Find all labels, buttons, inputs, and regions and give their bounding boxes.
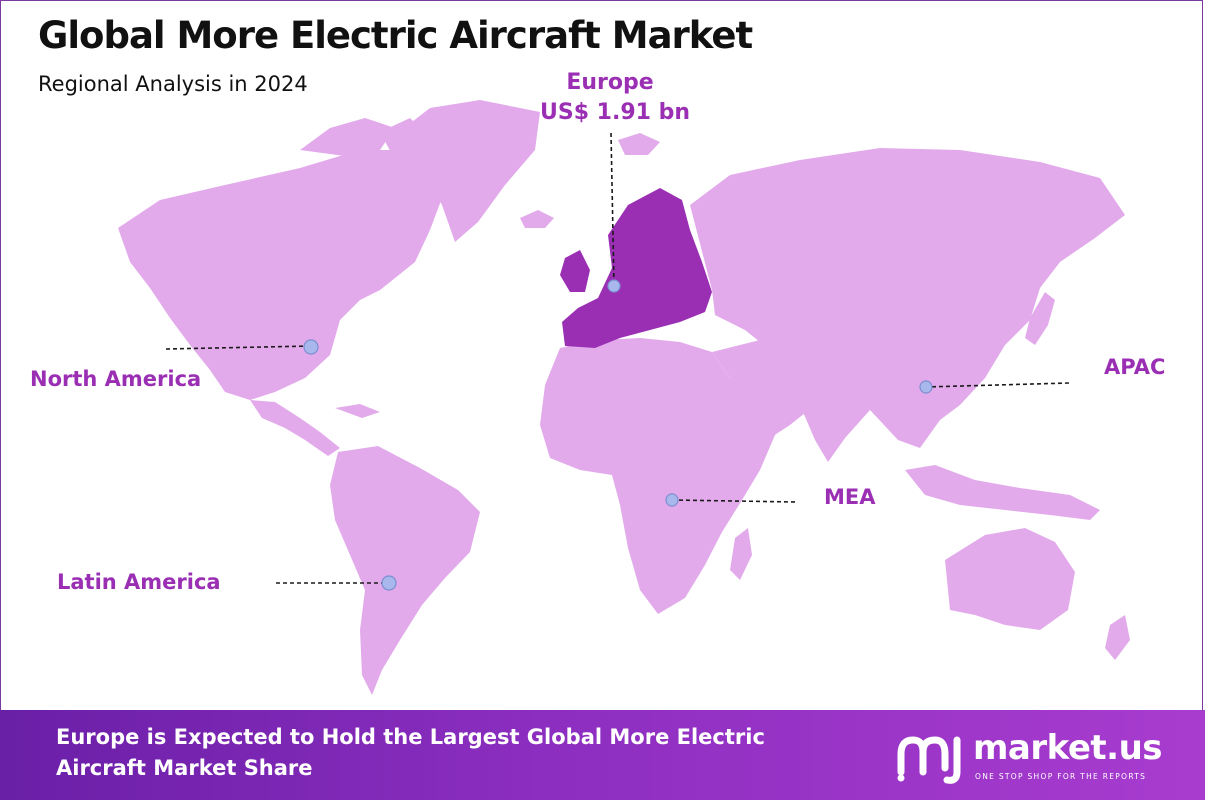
brand-name: market.us xyxy=(973,728,1163,768)
apac-marker xyxy=(919,380,933,394)
new-zealand xyxy=(1105,615,1130,660)
south-america-landmass xyxy=(330,446,480,695)
caribbean xyxy=(335,404,380,418)
mea-label: MEA xyxy=(824,485,876,509)
land-masses xyxy=(118,100,1130,695)
latin-america-label: Latin America xyxy=(57,570,221,594)
north-america-marker xyxy=(303,339,319,355)
asia-landmass xyxy=(690,148,1125,462)
europe-leader-line xyxy=(610,132,615,287)
europe-callout: Europe US$ 1.91 bn xyxy=(540,68,691,128)
iceland xyxy=(520,210,554,228)
madagascar xyxy=(730,528,752,580)
southeast-asia-islands xyxy=(905,465,1100,520)
uk-ireland xyxy=(560,250,590,292)
world-map xyxy=(118,100,1130,695)
footer-headline: Europe is Expected to Hold the Largest G… xyxy=(56,725,765,780)
leader-lines xyxy=(165,132,1070,591)
brand-tagline: ONE STOP SHOP FOR THE REPORTS xyxy=(975,772,1147,781)
north-america-leader-line xyxy=(165,345,312,350)
europe-label: Europe xyxy=(566,70,654,95)
europe-landmass xyxy=(562,188,712,348)
page-title: Global More Electric Aircraft Market xyxy=(38,14,753,57)
europe-value: US$ 1.91 bn xyxy=(540,100,691,125)
europe-region xyxy=(560,188,712,348)
footer-banner: Europe is Expected to Hold the Largest G… xyxy=(0,710,1205,800)
apac-label: APAC xyxy=(1104,355,1166,379)
north-america-landmass xyxy=(118,150,445,400)
arctic-islands xyxy=(300,118,395,156)
market-us-logo-icon xyxy=(897,736,961,784)
latin-america-marker xyxy=(381,575,397,591)
europe-marker xyxy=(607,279,621,293)
japan xyxy=(1025,292,1055,345)
mea-leader-line xyxy=(671,499,797,503)
africa-landmass xyxy=(540,338,778,614)
brand-logo: market.us ONE STOP SHOP FOR THE REPORTS xyxy=(893,728,1183,788)
central-america xyxy=(250,400,340,456)
page-subtitle: Regional Analysis in 2024 xyxy=(38,72,308,96)
mea-marker xyxy=(665,493,679,507)
apac-leader-line xyxy=(924,382,1070,388)
svalbard xyxy=(618,133,660,155)
greenland xyxy=(395,100,540,242)
north-america-label: North America xyxy=(30,367,202,391)
australia xyxy=(945,528,1075,630)
